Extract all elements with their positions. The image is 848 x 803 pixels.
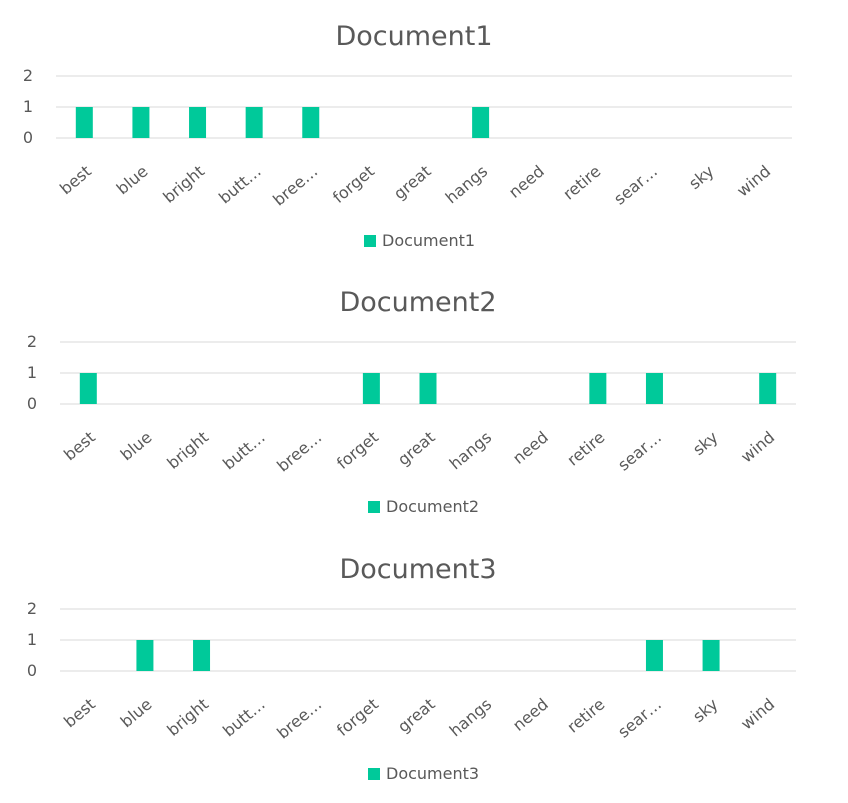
x-tick-label: great bbox=[394, 428, 439, 470]
y-tick-label: 0 bbox=[27, 661, 37, 680]
x-tick-label: butt… bbox=[219, 695, 269, 741]
x-tick-label: blue bbox=[117, 695, 156, 732]
bar bbox=[759, 373, 777, 404]
x-tick-label: need bbox=[509, 695, 552, 735]
x-tick-label: need bbox=[509, 428, 552, 468]
x-tick-label: sky bbox=[685, 162, 718, 194]
x-tick-label: retire bbox=[559, 162, 604, 204]
chart-document1: Document1 0 1 2 best blue bright butt… bree… forg… bbox=[0, 0, 848, 268]
x-tick-label: wind bbox=[737, 428, 778, 467]
x-tick-label: blue bbox=[113, 162, 152, 199]
chart-title: Document1 bbox=[335, 21, 492, 52]
x-tick-label: great bbox=[390, 162, 435, 204]
bar bbox=[302, 107, 320, 138]
x-tick-label: wind bbox=[737, 695, 778, 734]
x-tick-label: blue bbox=[117, 428, 156, 465]
x-tick-label: retire bbox=[563, 428, 608, 470]
bar bbox=[645, 640, 663, 671]
x-tick-label: bright bbox=[163, 695, 212, 740]
x-tick-label: butt… bbox=[215, 162, 265, 208]
x-tick-label: bree… bbox=[273, 695, 325, 743]
chart-svg: Document3 0 1 2 best blue bright butt… bree… forg… bbox=[27, 554, 796, 783]
chart-title: Document3 bbox=[339, 554, 496, 585]
y-tick-label: 2 bbox=[23, 66, 33, 85]
chart-document2: Document2 0 1 2 best blue bright butt… bree… forg… bbox=[0, 268, 848, 536]
bar bbox=[132, 107, 150, 138]
x-tick-label: bright bbox=[163, 428, 212, 473]
x-tick-label: bree… bbox=[269, 162, 321, 210]
x-tick-label: best bbox=[60, 428, 99, 465]
y-tick-label: 0 bbox=[27, 394, 37, 413]
x-tick-label: bright bbox=[159, 162, 208, 207]
bar bbox=[79, 373, 97, 404]
x-tick-label: forget bbox=[333, 428, 382, 473]
bar bbox=[362, 373, 380, 404]
y-tick-label: 0 bbox=[23, 128, 33, 147]
x-tick-label: sky bbox=[689, 428, 722, 460]
x-tick-label: best bbox=[60, 695, 99, 732]
y-tick-label: 1 bbox=[27, 630, 37, 649]
bar bbox=[589, 373, 607, 404]
x-tick-label: great bbox=[394, 695, 439, 737]
bar bbox=[189, 107, 207, 138]
x-tick-label: hangs bbox=[446, 428, 495, 474]
x-tick-label: bree… bbox=[273, 428, 325, 476]
legend-swatch bbox=[364, 235, 376, 247]
legend-swatch bbox=[368, 768, 380, 780]
x-tick-label: sear… bbox=[614, 695, 665, 742]
legend-label: Document3 bbox=[386, 764, 479, 783]
bar bbox=[193, 640, 211, 671]
x-tick-label: butt… bbox=[219, 428, 269, 474]
y-tick-label: 1 bbox=[27, 363, 37, 382]
chart-document3: Document3 0 1 2 best blue bright butt… bree… forg… bbox=[0, 536, 848, 803]
x-tick-label: sky bbox=[689, 695, 722, 727]
y-tick-label: 1 bbox=[23, 97, 33, 116]
y-tick-label: 2 bbox=[27, 599, 37, 618]
y-tick-label: 2 bbox=[27, 332, 37, 351]
chart-svg: Document1 0 1 2 best blue bright butt… bree… forg… bbox=[23, 21, 792, 250]
bar bbox=[645, 373, 663, 404]
x-tick-label: sear… bbox=[610, 162, 661, 209]
bar bbox=[419, 373, 437, 404]
x-tick-label: best bbox=[56, 162, 95, 199]
chart-title: Document2 bbox=[339, 287, 496, 318]
x-tick-label: forget bbox=[329, 162, 378, 207]
legend-swatch bbox=[368, 501, 380, 513]
bar bbox=[245, 107, 263, 138]
x-tick-label: sear… bbox=[614, 428, 665, 475]
x-tick-label: need bbox=[505, 162, 548, 202]
bar bbox=[472, 107, 490, 138]
x-tick-label: hangs bbox=[446, 695, 495, 741]
x-tick-label: wind bbox=[733, 162, 774, 201]
x-tick-label: retire bbox=[563, 695, 608, 737]
legend-label: Document1 bbox=[382, 231, 475, 250]
bar bbox=[702, 640, 720, 671]
x-tick-label: forget bbox=[333, 695, 382, 740]
bar bbox=[136, 640, 154, 671]
chart-svg: Document2 0 1 2 best blue bright butt… bree… forg… bbox=[27, 287, 796, 516]
x-tick-label: hangs bbox=[442, 162, 491, 208]
bar bbox=[75, 107, 93, 138]
legend-label: Document2 bbox=[386, 497, 479, 516]
